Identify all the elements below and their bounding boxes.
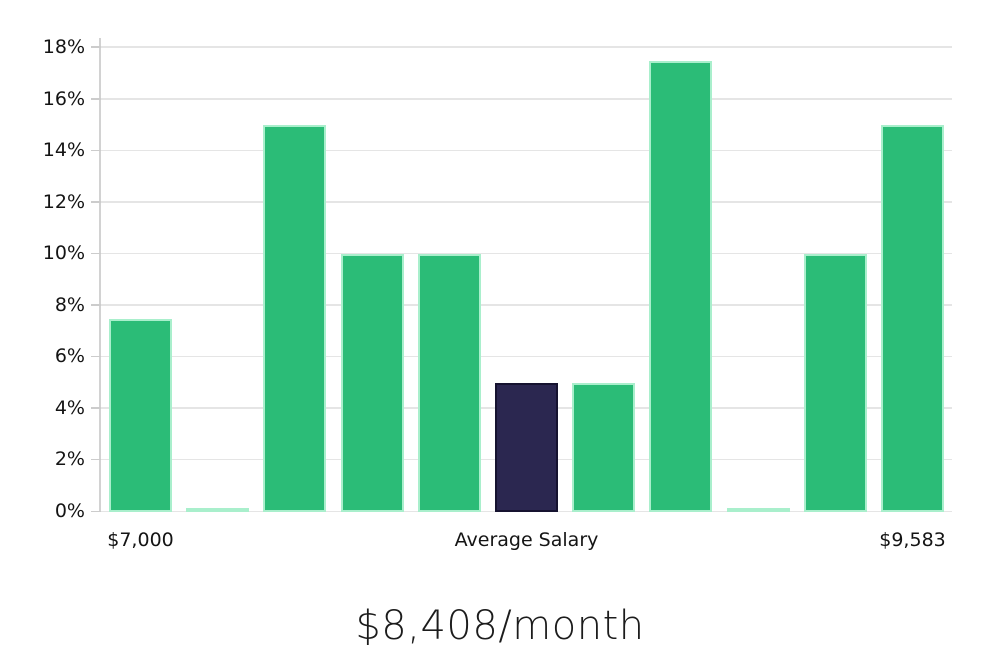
chart-title: $8,408/month	[355, 603, 645, 649]
plot-area: 0% 2% 4% 6% 8% 10% 12% 14% 16% 18% $7,000 Average S…	[43, 36, 952, 551]
y-axis-tick-mark	[91, 407, 101, 409]
y-axis-tick-mark	[91, 149, 101, 152]
y-axis-tick-mark	[91, 458, 101, 461]
y-tick-label: 14%	[42, 139, 85, 162]
y-tick-label: 0%	[54, 500, 85, 522]
histogram-bar	[417, 254, 481, 512]
histogram-bar	[263, 125, 327, 512]
y-axis-tick-mark	[91, 355, 101, 358]
y-tick-label: 2%	[54, 448, 85, 471]
y-tick-label: 8%	[54, 293, 85, 316]
y-tick-label: 4%	[54, 396, 85, 419]
y-tick-label: 16%	[42, 87, 85, 110]
histogram-bar	[186, 508, 250, 512]
histogram-bar	[649, 60, 713, 512]
y-axis-tick-mark	[91, 98, 101, 100]
gridline	[101, 98, 952, 100]
y-axis-tick-mark	[91, 304, 101, 306]
gridline	[101, 252, 952, 255]
y-axis-tick-mark	[91, 46, 101, 48]
gridline	[101, 304, 952, 306]
histogram-bar-highlighted	[495, 383, 558, 512]
histogram-bar	[109, 318, 172, 512]
gridline	[101, 46, 952, 48]
histogram-bar	[881, 125, 944, 512]
gridline	[101, 201, 952, 203]
histogram-bar	[340, 254, 404, 512]
y-axis-tick-mark	[91, 510, 101, 512]
y-tick-label: 10%	[42, 242, 85, 265]
gridline	[101, 355, 952, 358]
y-tick-label: 6%	[54, 345, 85, 368]
x-tick-label: $7,000	[107, 529, 174, 551]
histogram-bar	[572, 383, 636, 512]
y-axis-tick-mark	[91, 252, 101, 255]
y-tick-label: 18%	[42, 35, 85, 58]
histogram-bar	[803, 254, 867, 512]
histogram-bar	[726, 508, 790, 512]
x-tick-label: Average Salary	[454, 529, 599, 551]
y-tick-label: 12%	[42, 190, 85, 213]
x-tick-label: $9,583	[879, 529, 946, 551]
gridline	[101, 149, 952, 152]
y-axis-tick-mark	[91, 201, 101, 203]
